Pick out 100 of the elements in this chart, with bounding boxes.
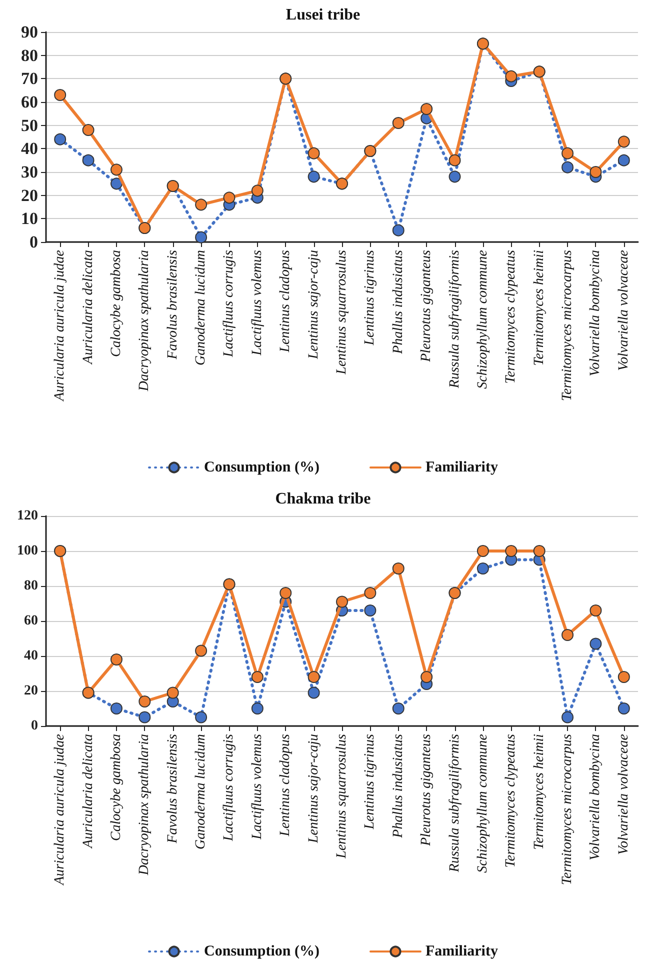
x-tick-label: Lactifluus corrugis [222, 249, 237, 358]
x-tick-label: Termitomyces heimii [532, 250, 547, 366]
x-tick-label: Phallus indusiatus [390, 733, 406, 839]
x-tick-label: Ganoderma lucidum [194, 250, 209, 366]
x-tick-label: Lactifluus volemus [250, 733, 265, 840]
point [54, 89, 66, 101]
point [562, 629, 574, 641]
chart-title: Lusei tribe [286, 6, 360, 24]
point [448, 170, 461, 183]
x-tick-label: Termitomyces clypeatus [504, 249, 519, 384]
point [223, 192, 236, 204]
point [364, 587, 376, 599]
x-tick-label: Russula subfragiliformis [447, 249, 462, 390]
legend-label: Consumption (%) [204, 460, 320, 476]
point [110, 178, 122, 190]
point [251, 702, 264, 714]
y-tick-label: 20 [21, 186, 38, 205]
x-tick-label: Lentinus sajor-caju [306, 250, 322, 360]
point [533, 545, 546, 557]
point [195, 711, 208, 724]
point [392, 117, 404, 129]
point [138, 711, 151, 724]
point [590, 604, 602, 616]
point [562, 147, 574, 160]
point [308, 147, 320, 160]
x-tick-label: Dacryopinax spathularia [137, 250, 152, 392]
y-tick-label: 40 [21, 139, 38, 158]
point [618, 702, 630, 714]
x-tick-label: Schizophyllum commune [475, 250, 490, 389]
point [195, 644, 208, 657]
y-tick-label: 0 [30, 232, 38, 252]
point [166, 686, 179, 699]
x-tick-label: Pleurotus giganteus [419, 249, 434, 363]
point [562, 711, 574, 724]
point [82, 124, 94, 136]
x-tick-label: Schizophyllum commune [475, 734, 490, 873]
y-tick-label: 90 [21, 22, 38, 42]
chart-title: Chakma tribe [275, 490, 371, 508]
point [590, 638, 602, 650]
x-tick-label: Termitomyces clypeatus [504, 733, 519, 868]
point [110, 702, 122, 714]
x-tick-label: Pleurotus giganteus [419, 733, 434, 847]
point [364, 604, 376, 616]
x-tick-label: Lentinus sajor-caju [306, 734, 322, 844]
point [308, 671, 320, 683]
y-tick-label: 20 [24, 684, 38, 698]
x-tick-label: Auricularia delicata [80, 250, 96, 365]
y-tick-label: 60 [21, 92, 38, 112]
point [590, 166, 602, 178]
y-tick-label: 80 [24, 578, 38, 594]
x-tick-label: Termitomyces microcarpus [560, 249, 576, 402]
point [476, 545, 489, 557]
point [618, 154, 630, 166]
x-tick-label: Volvariella bombycina [588, 734, 604, 860]
y-tick-label: 80 [21, 46, 38, 65]
y-tick-label: 50 [21, 116, 38, 135]
y-tick-label: 100 [17, 544, 38, 558]
x-tick-label: Volvariella volvaceae [616, 250, 632, 371]
point [392, 224, 404, 236]
point [420, 671, 433, 683]
point [82, 154, 94, 166]
y-tick-label: 60 [24, 614, 38, 628]
legend-label: Familiarity [425, 460, 498, 476]
point [618, 136, 630, 148]
point [420, 103, 433, 115]
x-tick-label: Volvariella volvaceae [616, 734, 632, 855]
point [308, 686, 320, 699]
x-tick-label: Lentinus tigrinus [362, 733, 378, 830]
x-tick-label: Lactifluus volemus [250, 249, 265, 356]
x-tick-label: Auricularia delicata [80, 734, 96, 849]
x-tick-label: Lentinus cladopus [278, 249, 294, 354]
x-tick-label: Lentinus cladopus [278, 733, 294, 838]
point [505, 545, 518, 557]
point [251, 671, 264, 683]
x-tick-label: Lentinus squarrosulus [334, 733, 350, 860]
x-tick-label: Favolus brasilensis [165, 249, 180, 360]
point [280, 587, 292, 599]
point [308, 170, 320, 183]
x-tick-label: Calocybe gambosa [108, 250, 124, 357]
x-tick-label: Russula subfragiliformis [447, 733, 462, 874]
x-tick-label: Dacryopinax spathularia [137, 734, 152, 876]
legend-label: Familiarity [425, 944, 498, 960]
point [505, 70, 518, 82]
point [392, 562, 404, 574]
x-tick-label: Lentinus tigrinus [362, 249, 378, 346]
x-tick-label: Lactifluus corrugis [222, 733, 237, 842]
point [195, 231, 208, 244]
point [336, 596, 348, 608]
point [448, 154, 461, 166]
x-tick-label: Lentinus squarrosulus [334, 249, 350, 376]
point [110, 164, 122, 176]
point [251, 184, 264, 197]
x-tick-label: Calocybe gambosa [108, 734, 124, 841]
x-tick-label: Phallus indusiatus [390, 249, 406, 355]
legend-label: Consumption (%) [204, 944, 320, 960]
point [618, 671, 630, 683]
point [195, 198, 208, 211]
y-tick-label: 120 [17, 508, 38, 524]
x-tick-label: Termitomyces microcarpus [560, 733, 576, 886]
point [392, 702, 404, 714]
